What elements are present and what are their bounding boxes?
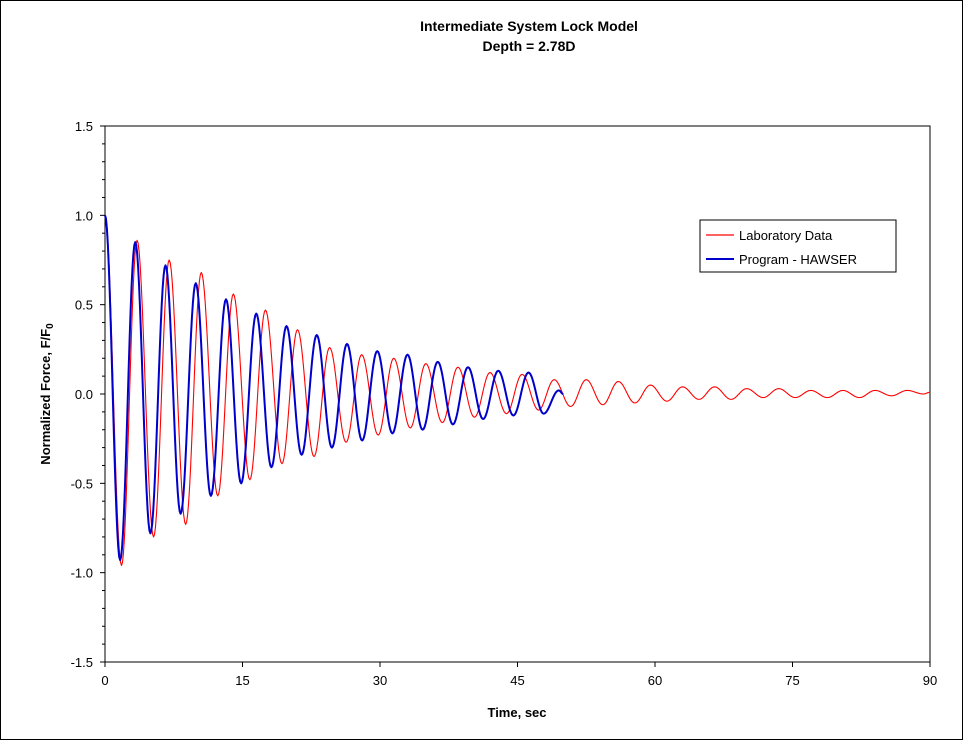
legend: Laboratory Data Program - HAWSER: [699, 219, 897, 273]
chart-subtitle: Depth = 2.78D: [483, 38, 576, 54]
plot-area: [104, 125, 931, 663]
x-tick-label: 30: [373, 673, 387, 688]
x-axis-label: Time, sec: [487, 705, 546, 720]
y-tick-label: 0.0: [75, 387, 93, 402]
y-minor-ticks: [102, 143, 105, 645]
legend-label-program-hawser: Program - HAWSER: [739, 252, 857, 267]
chart-title: Intermediate System Lock Model: [420, 18, 638, 34]
series-line-laboratory-data: [104, 215, 931, 567]
x-tick-label: 45: [510, 673, 524, 688]
x-tick-label: 75: [785, 673, 799, 688]
x-tick-label: 60: [648, 673, 662, 688]
y-tick-label: 1.5: [75, 119, 93, 134]
x-tick-label: 0: [101, 673, 108, 688]
y-tick-label: 1.0: [75, 208, 93, 223]
series-layer: [104, 215, 931, 567]
y-tick-label: -1.5: [71, 655, 93, 670]
legend-label-laboratory-data: Laboratory Data: [739, 228, 833, 243]
series-line-program-hawser: [104, 215, 565, 562]
y-tick-label: -1.0: [71, 566, 93, 581]
x-ticks: 0 15 30 45 60 75 90: [101, 662, 937, 688]
x-tick-label: 90: [923, 673, 937, 688]
y-ticks: 1.5 1.0 0.5 0.0 -0.5 -1.0 -1.5: [71, 119, 105, 670]
x-tick-label: 15: [235, 673, 249, 688]
y-tick-label: -0.5: [71, 476, 93, 491]
y-axis-label: Normalized Force, F/F0: [38, 323, 56, 465]
legend-box: [699, 219, 897, 273]
y-axis-label-main: Normalized Force, F/F: [38, 329, 53, 465]
y-tick-label: 0.5: [75, 298, 93, 313]
y-axis-label-subscript: 0: [45, 323, 56, 329]
